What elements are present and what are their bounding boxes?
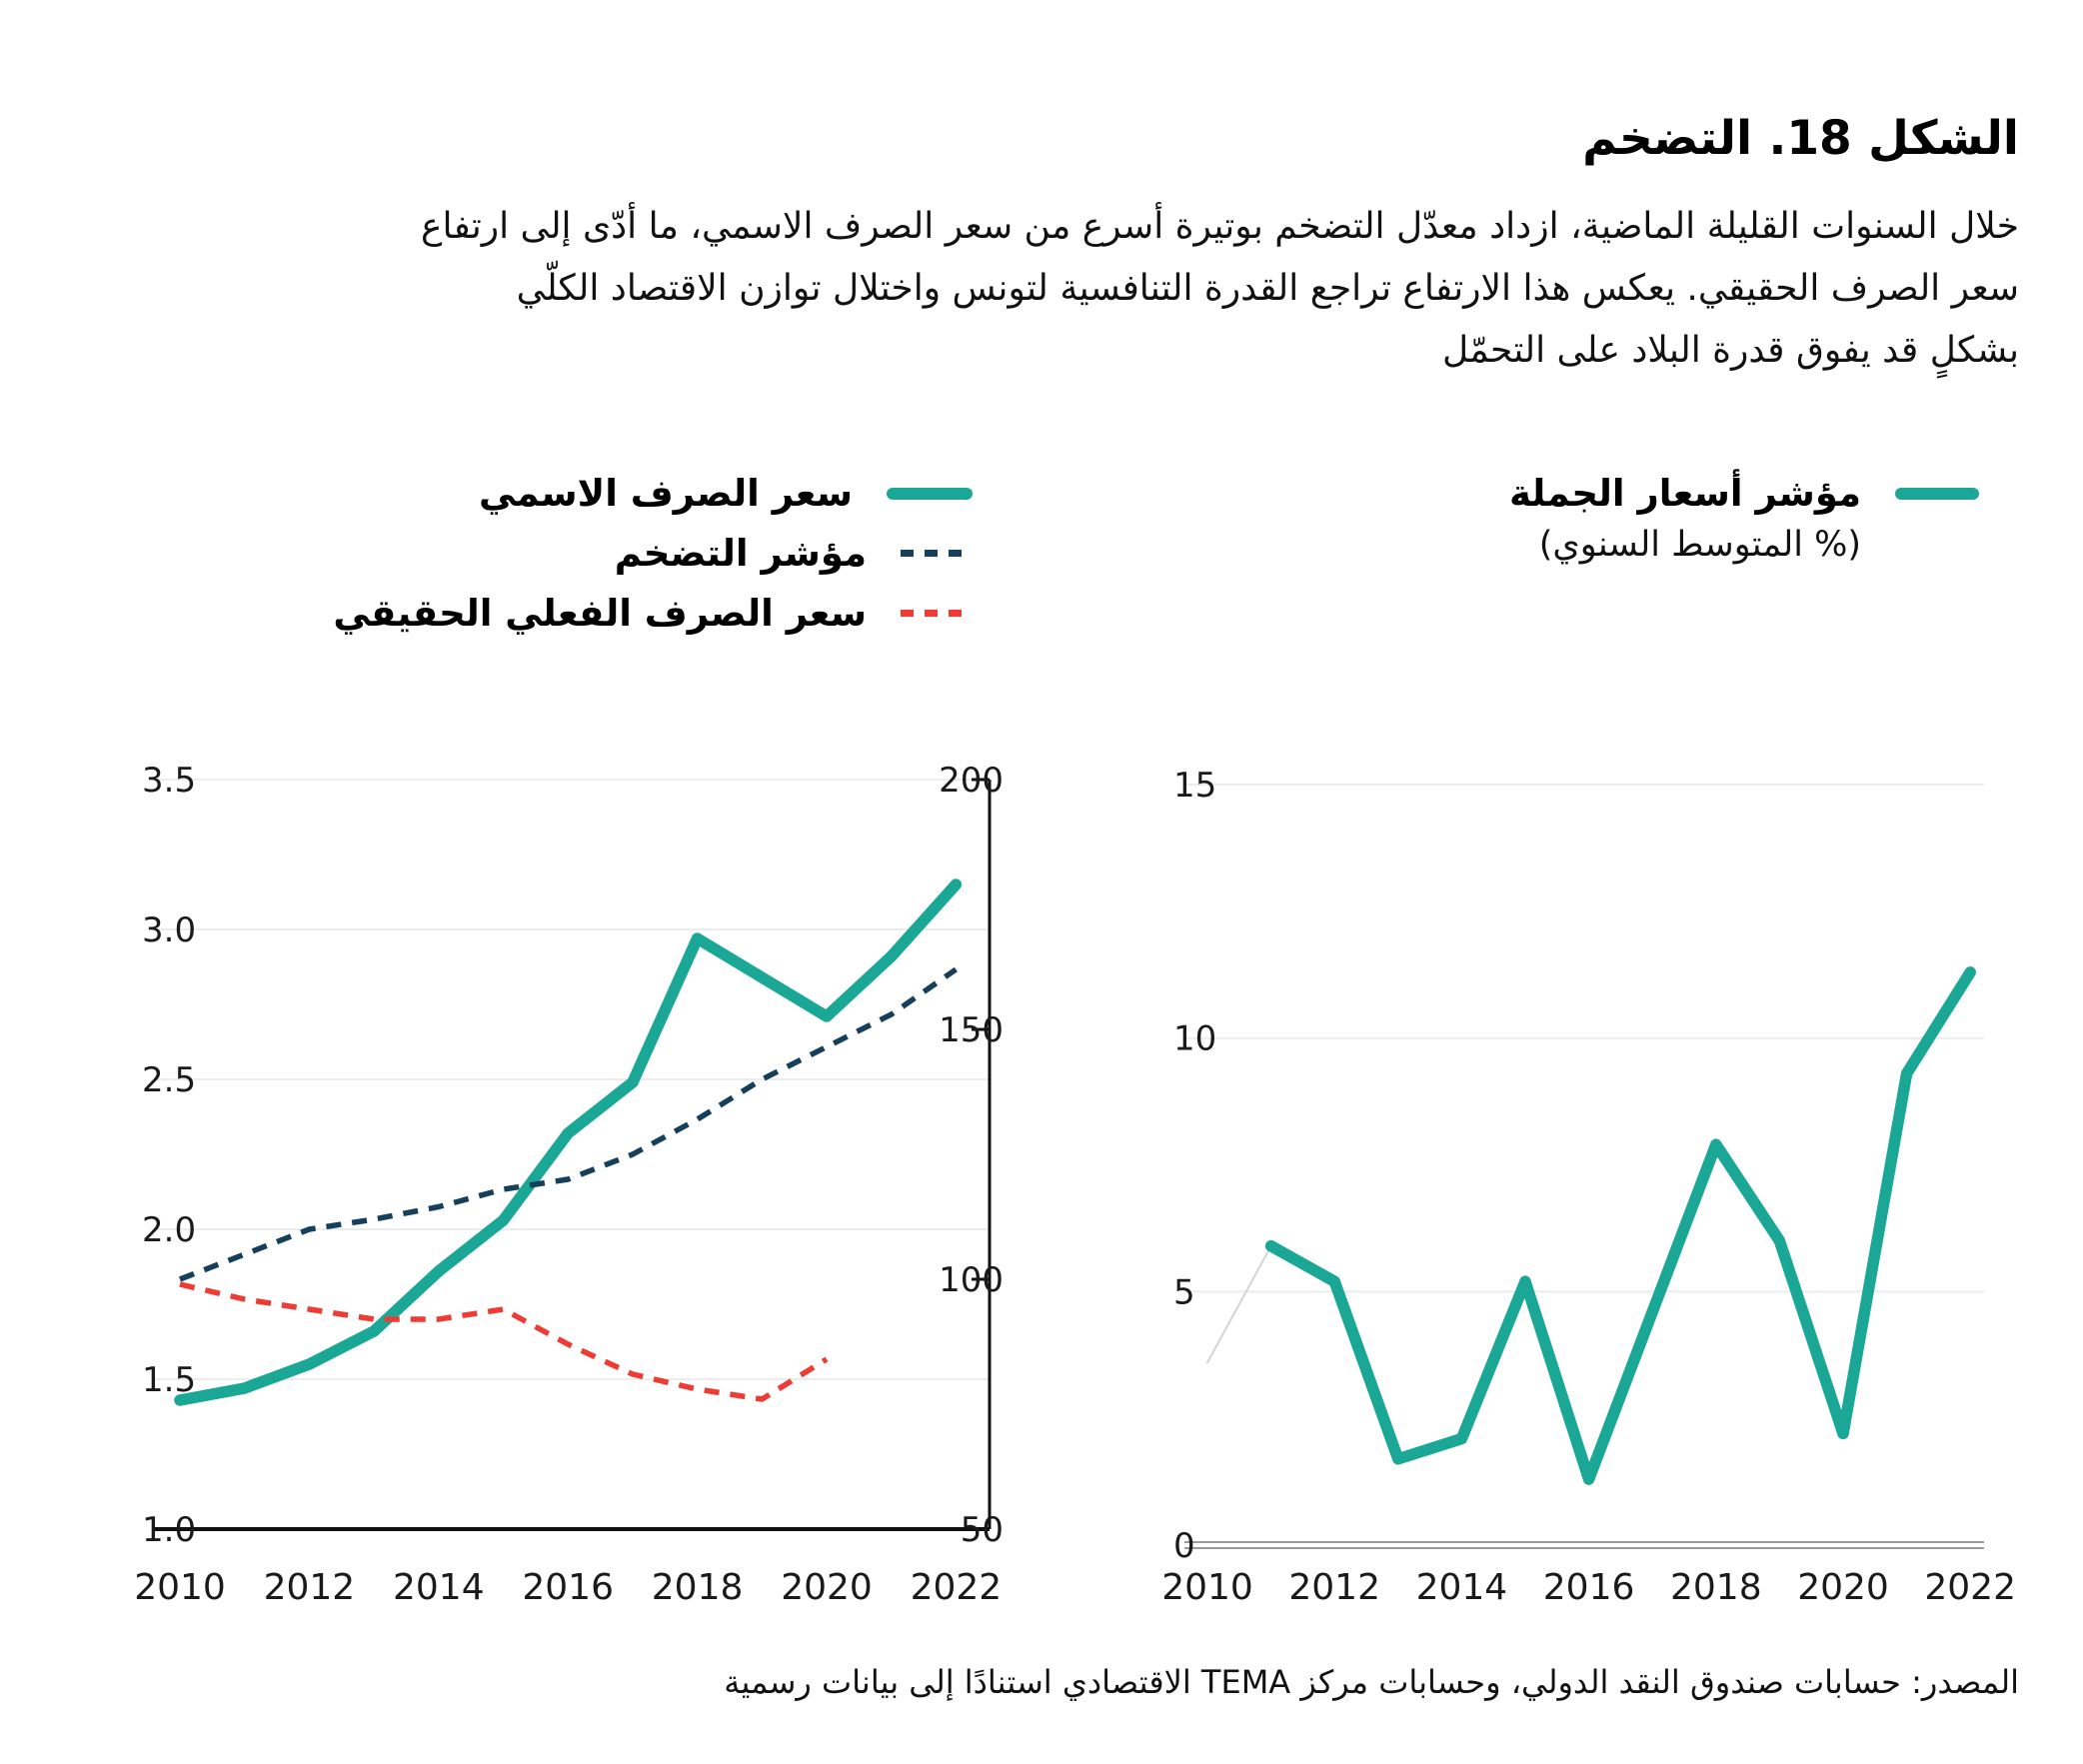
x-axis-tick-right-2010: 2010 — [1161, 1567, 1253, 1608]
legend-left-chart: سعر الصرف الاسمي مؤشر التضخم سعر الصرف ا… — [333, 472, 973, 635]
figure-description: خلال السنوات القليلة الماضية، ازداد معدّ… — [421, 196, 2019, 382]
description-line-1: خلال السنوات القليلة الماضية، ازداد معدّ… — [421, 206, 2019, 247]
series-line-left-2 — [179, 1281, 829, 1402]
series-line-left-1 — [179, 966, 958, 1282]
left-axis-tick-2.0: 2.0 — [142, 1210, 196, 1250]
description-line-2: سعر الصرف الحقيقي. يعكس هذا الارتفاع ترا… — [516, 268, 2019, 309]
x-axis-tick-right-2012: 2012 — [1288, 1567, 1380, 1608]
left-axis-tick-2.5: 2.5 — [142, 1060, 196, 1100]
y-axis-tick-0: 0 — [1173, 1526, 1195, 1566]
source-note: المصدر: حسابات صندوق النقد الدولي، وحساب… — [724, 1663, 2019, 1701]
figure-title: الشكل 18. التضخم — [1582, 111, 2019, 167]
legend-label-inflation-index: مؤشر التضخم — [614, 532, 867, 575]
right-axis-tick-150: 150 — [939, 1010, 1004, 1050]
x-axis-tick-2020: 2020 — [781, 1567, 873, 1608]
x-axis-tick-2010: 2010 — [134, 1567, 226, 1608]
right-axis-tick-200: 200 — [939, 761, 1004, 801]
legend-right-chart: مؤشر أسعار الجملة (% المتوسط السنوي) — [1509, 472, 1979, 565]
left-axis-tick-3.0: 3.0 — [142, 910, 196, 950]
left-axis-tick-3.5: 3.5 — [142, 761, 196, 801]
y-axis-tick-15: 15 — [1173, 766, 1216, 806]
series-line-left-0 — [174, 879, 963, 1406]
right-axis-tick-100: 100 — [939, 1260, 1004, 1300]
legend-label-nominal-exchange-rate: سعر الصرف الاسمي — [479, 472, 853, 515]
x-axis-tick-right-2016: 2016 — [1543, 1567, 1635, 1608]
legend-swatch-solid-teal-right — [1895, 487, 1979, 500]
x-axis-tick-right-2020: 2020 — [1797, 1567, 1889, 1608]
y-axis-tick-10: 10 — [1173, 1019, 1216, 1059]
legend-item-real-effective-exchange-rate: سعر الصرف الفعلي الحقيقي — [333, 592, 973, 635]
legend-swatch-dashed-red — [901, 610, 973, 617]
y-axis-tick-5: 5 — [1173, 1272, 1195, 1312]
x-axis-tick-2014: 2014 — [393, 1567, 485, 1608]
series-line-right-0 — [1264, 966, 1976, 1485]
legend-item-nominal-exchange-rate: سعر الصرف الاسمي — [479, 472, 973, 515]
series-faint-start-0 — [1206, 1244, 1272, 1364]
legend-label-real-effective-exchange-rate: سعر الصرف الفعلي الحقيقي — [333, 592, 867, 635]
x-axis-tick-2018: 2018 — [652, 1567, 744, 1608]
legend-item-wholesale-price-index: مؤشر أسعار الجملة — [1509, 472, 1979, 515]
legend-item-inflation-index: مؤشر التضخم — [615, 532, 973, 575]
x-axis-tick-2012: 2012 — [264, 1567, 356, 1608]
right-axis-tick-50: 50 — [961, 1510, 1004, 1550]
x-axis-tick-right-2014: 2014 — [1416, 1567, 1508, 1608]
legend-label-wholesale-price-index: مؤشر أسعار الجملة — [1508, 472, 1861, 515]
x-axis-tick-right-2022: 2022 — [1924, 1567, 2016, 1608]
x-axis-tick-2016: 2016 — [522, 1567, 614, 1608]
legend-swatch-dashed-navy — [901, 550, 973, 557]
legend-subtitle-annual-average: (% المتوسط السنوي) — [1538, 525, 1861, 565]
left-axis-tick-1.0: 1.0 — [142, 1510, 196, 1550]
x-axis-tick-right-2018: 2018 — [1670, 1567, 1762, 1608]
legend-swatch-solid-teal — [887, 487, 973, 500]
x-axis-tick-2022: 2022 — [911, 1567, 1003, 1608]
description-line-3: بشكلٍ قد يفوق قدرة البلاد على التحمّل — [1441, 330, 2019, 371]
